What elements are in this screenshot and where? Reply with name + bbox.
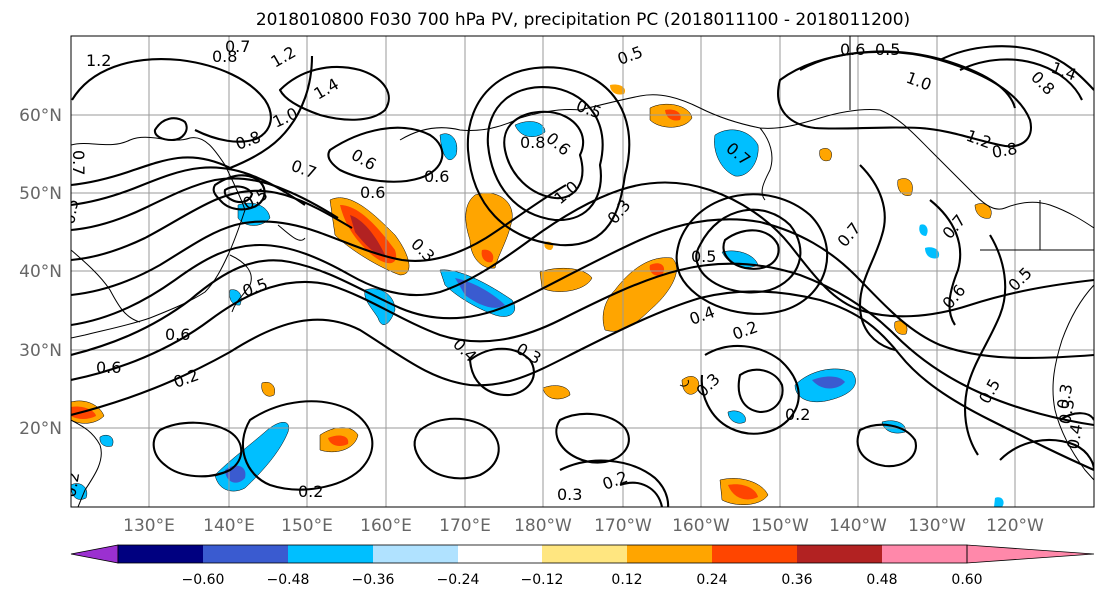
svg-text:0.6: 0.6 — [165, 325, 190, 344]
colorbar-segment — [118, 545, 203, 563]
svg-text:30°N: 30°N — [19, 341, 62, 361]
svg-text:0.6: 0.6 — [840, 40, 865, 59]
svg-text:170°E: 170°E — [439, 516, 491, 536]
svg-text:50°N: 50°N — [19, 184, 62, 204]
svg-text:20°N: 20°N — [19, 419, 62, 439]
colorbar-segment — [203, 545, 288, 563]
svg-text:−0.48: −0.48 — [267, 572, 310, 588]
colorbar: −0.60 −0.48 −0.36 −0.24 −0.12 0.12 0.24 … — [70, 544, 1095, 588]
colorbar-segment — [373, 545, 458, 563]
colorbar-segment — [712, 545, 797, 563]
svg-text:0.6: 0.6 — [96, 358, 121, 377]
pv-contours — [71, 45, 1094, 507]
svg-text:0.7: 0.7 — [225, 37, 250, 56]
colorbar-segment — [797, 545, 882, 563]
latitude-labels: 60°N 50°N 40°N 30°N 20°N — [19, 106, 62, 439]
svg-text:0.3: 0.3 — [557, 485, 582, 504]
svg-text:0.8: 0.8 — [990, 139, 1018, 162]
svg-text:0.12: 0.12 — [611, 572, 642, 588]
svg-text:1.2: 1.2 — [86, 51, 111, 70]
svg-text:160°E: 160°E — [360, 516, 412, 536]
svg-text:0.3: 0.3 — [1055, 397, 1078, 425]
svg-text:0.2: 0.2 — [785, 405, 810, 424]
svg-text:140°E: 140°E — [203, 516, 255, 536]
svg-text:170°W: 170°W — [594, 516, 652, 536]
svg-text:−0.12: −0.12 — [521, 572, 564, 588]
precip-shading — [71, 84, 1004, 507]
svg-text:0.4: 0.4 — [1063, 422, 1086, 450]
svg-text:0.48: 0.48 — [866, 572, 897, 588]
svg-text:60°N: 60°N — [19, 106, 62, 126]
svg-text:0.5: 0.5 — [691, 247, 716, 266]
svg-text:0.8: 0.8 — [520, 133, 545, 152]
map-title: 2018010800 F030 700 hPa PV, precipitatio… — [256, 10, 910, 30]
svg-text:0.6: 0.6 — [424, 167, 449, 186]
svg-text:180°W: 180°W — [514, 516, 572, 536]
svg-text:0.6: 0.6 — [360, 183, 385, 202]
svg-text:0.8: 0.8 — [212, 47, 237, 66]
colorbar-segment — [288, 545, 373, 563]
longitude-labels: 130°E 140°E 150°E 160°E 170°E 180°W 170°… — [123, 516, 1044, 536]
colorbar-ticks: −0.60 −0.48 −0.36 −0.24 −0.12 0.12 0.24 … — [182, 572, 983, 588]
svg-text:−0.36: −0.36 — [352, 572, 395, 588]
svg-text:0.5: 0.5 — [59, 197, 82, 225]
svg-text:160°W: 160°W — [672, 516, 730, 536]
svg-text:0.3: 0.3 — [1053, 382, 1076, 410]
svg-text:0.2: 0.2 — [298, 482, 323, 501]
svg-text:130°E: 130°E — [123, 516, 175, 536]
colorbar-segment — [882, 545, 967, 563]
svg-text:150°E: 150°E — [281, 516, 333, 536]
svg-text:0.60: 0.60 — [951, 572, 982, 588]
colorbar-segment — [627, 545, 712, 563]
svg-text:−0.24: −0.24 — [437, 572, 480, 588]
svg-text:120°W: 120°W — [986, 516, 1044, 536]
colorbar-extend-low — [70, 544, 119, 564]
colorbar-outline — [117, 544, 968, 564]
colorbar-extend-high — [966, 544, 1095, 564]
svg-text:0.36: 0.36 — [781, 572, 812, 588]
svg-text:40°N: 40°N — [19, 262, 62, 282]
svg-text:0.5: 0.5 — [875, 40, 900, 59]
svg-text:140°W: 140°W — [829, 516, 887, 536]
svg-text:130°W: 130°W — [908, 516, 966, 536]
svg-text:0.24: 0.24 — [696, 572, 727, 588]
colorbar-segment — [542, 545, 627, 563]
coastlines — [71, 36, 1094, 507]
map-border — [70, 35, 1095, 508]
colorbar-segment — [458, 545, 542, 563]
svg-text:150°W: 150°W — [751, 516, 809, 536]
svg-text:0.7: 0.7 — [69, 150, 88, 175]
svg-text:−0.60: −0.60 — [182, 572, 225, 588]
